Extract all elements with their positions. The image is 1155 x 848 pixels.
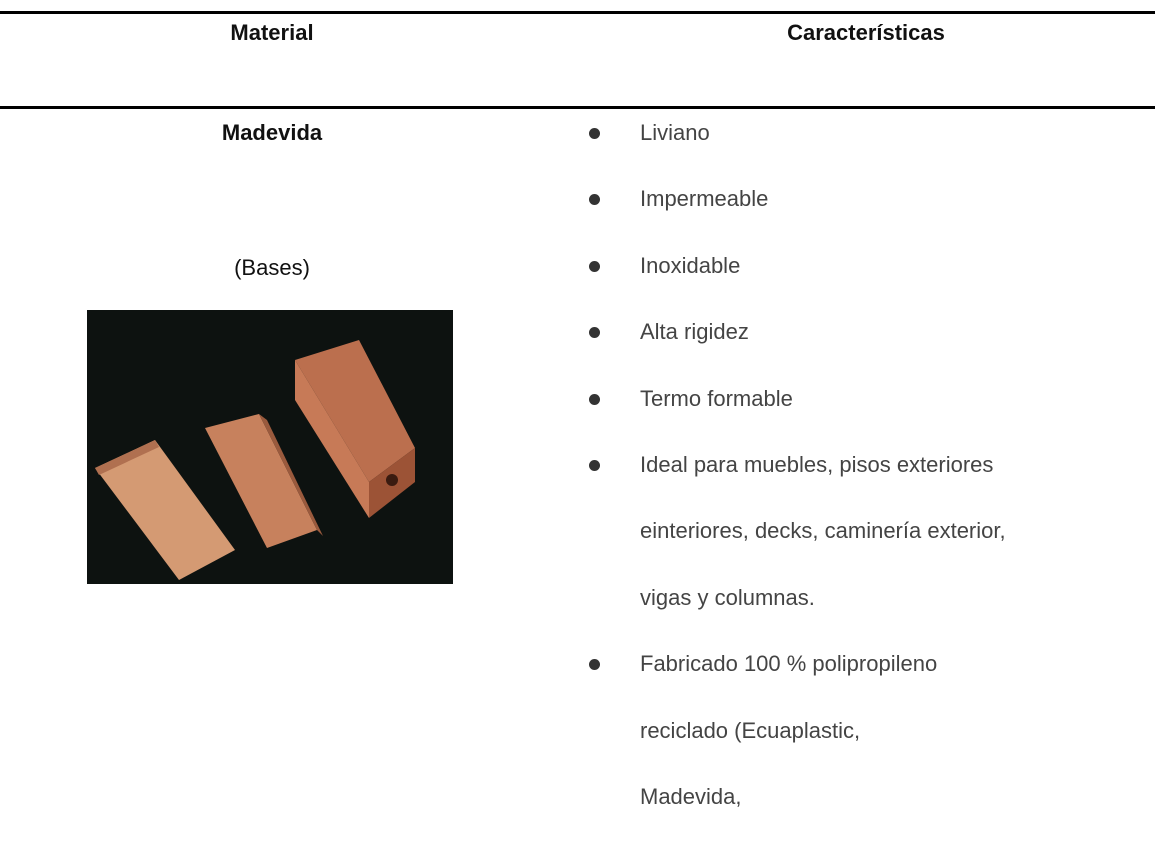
feature-text: Alta rigidez	[640, 319, 749, 345]
feature-text: Impermeable	[640, 186, 769, 212]
feature-text: einteriores, decks, caminería exterior,	[640, 518, 1006, 544]
feature-text: Fabricado 100 % polipropileno	[640, 651, 938, 677]
feature-text: Termo formable	[640, 385, 793, 411]
bullet	[589, 659, 600, 671]
feature-text: Madevida,	[640, 784, 742, 809]
feature-text: reciclado (Ecuaplastic,	[640, 717, 861, 743]
bullet	[589, 128, 600, 139]
material-note: (Bases)	[234, 255, 310, 280]
feature-text: Liviano	[640, 120, 710, 145]
feature-text: Ideal para muebles, pisos exteriores	[640, 452, 994, 477]
feature-text: Inoxidable	[640, 252, 741, 278]
header-cell: Material	[230, 20, 314, 45]
header-cell: Características	[787, 20, 945, 45]
material-photo	[87, 310, 453, 584]
top-rule	[0, 11, 1155, 14]
bullet	[589, 194, 600, 206]
material-name: Madevida	[221, 120, 323, 145]
feature-text: vigas y columnas.	[640, 584, 815, 610]
bullet	[589, 393, 600, 405]
bullet	[589, 327, 600, 339]
bullet	[589, 260, 600, 272]
bullet	[589, 460, 600, 471]
header-rule	[0, 106, 1155, 109]
